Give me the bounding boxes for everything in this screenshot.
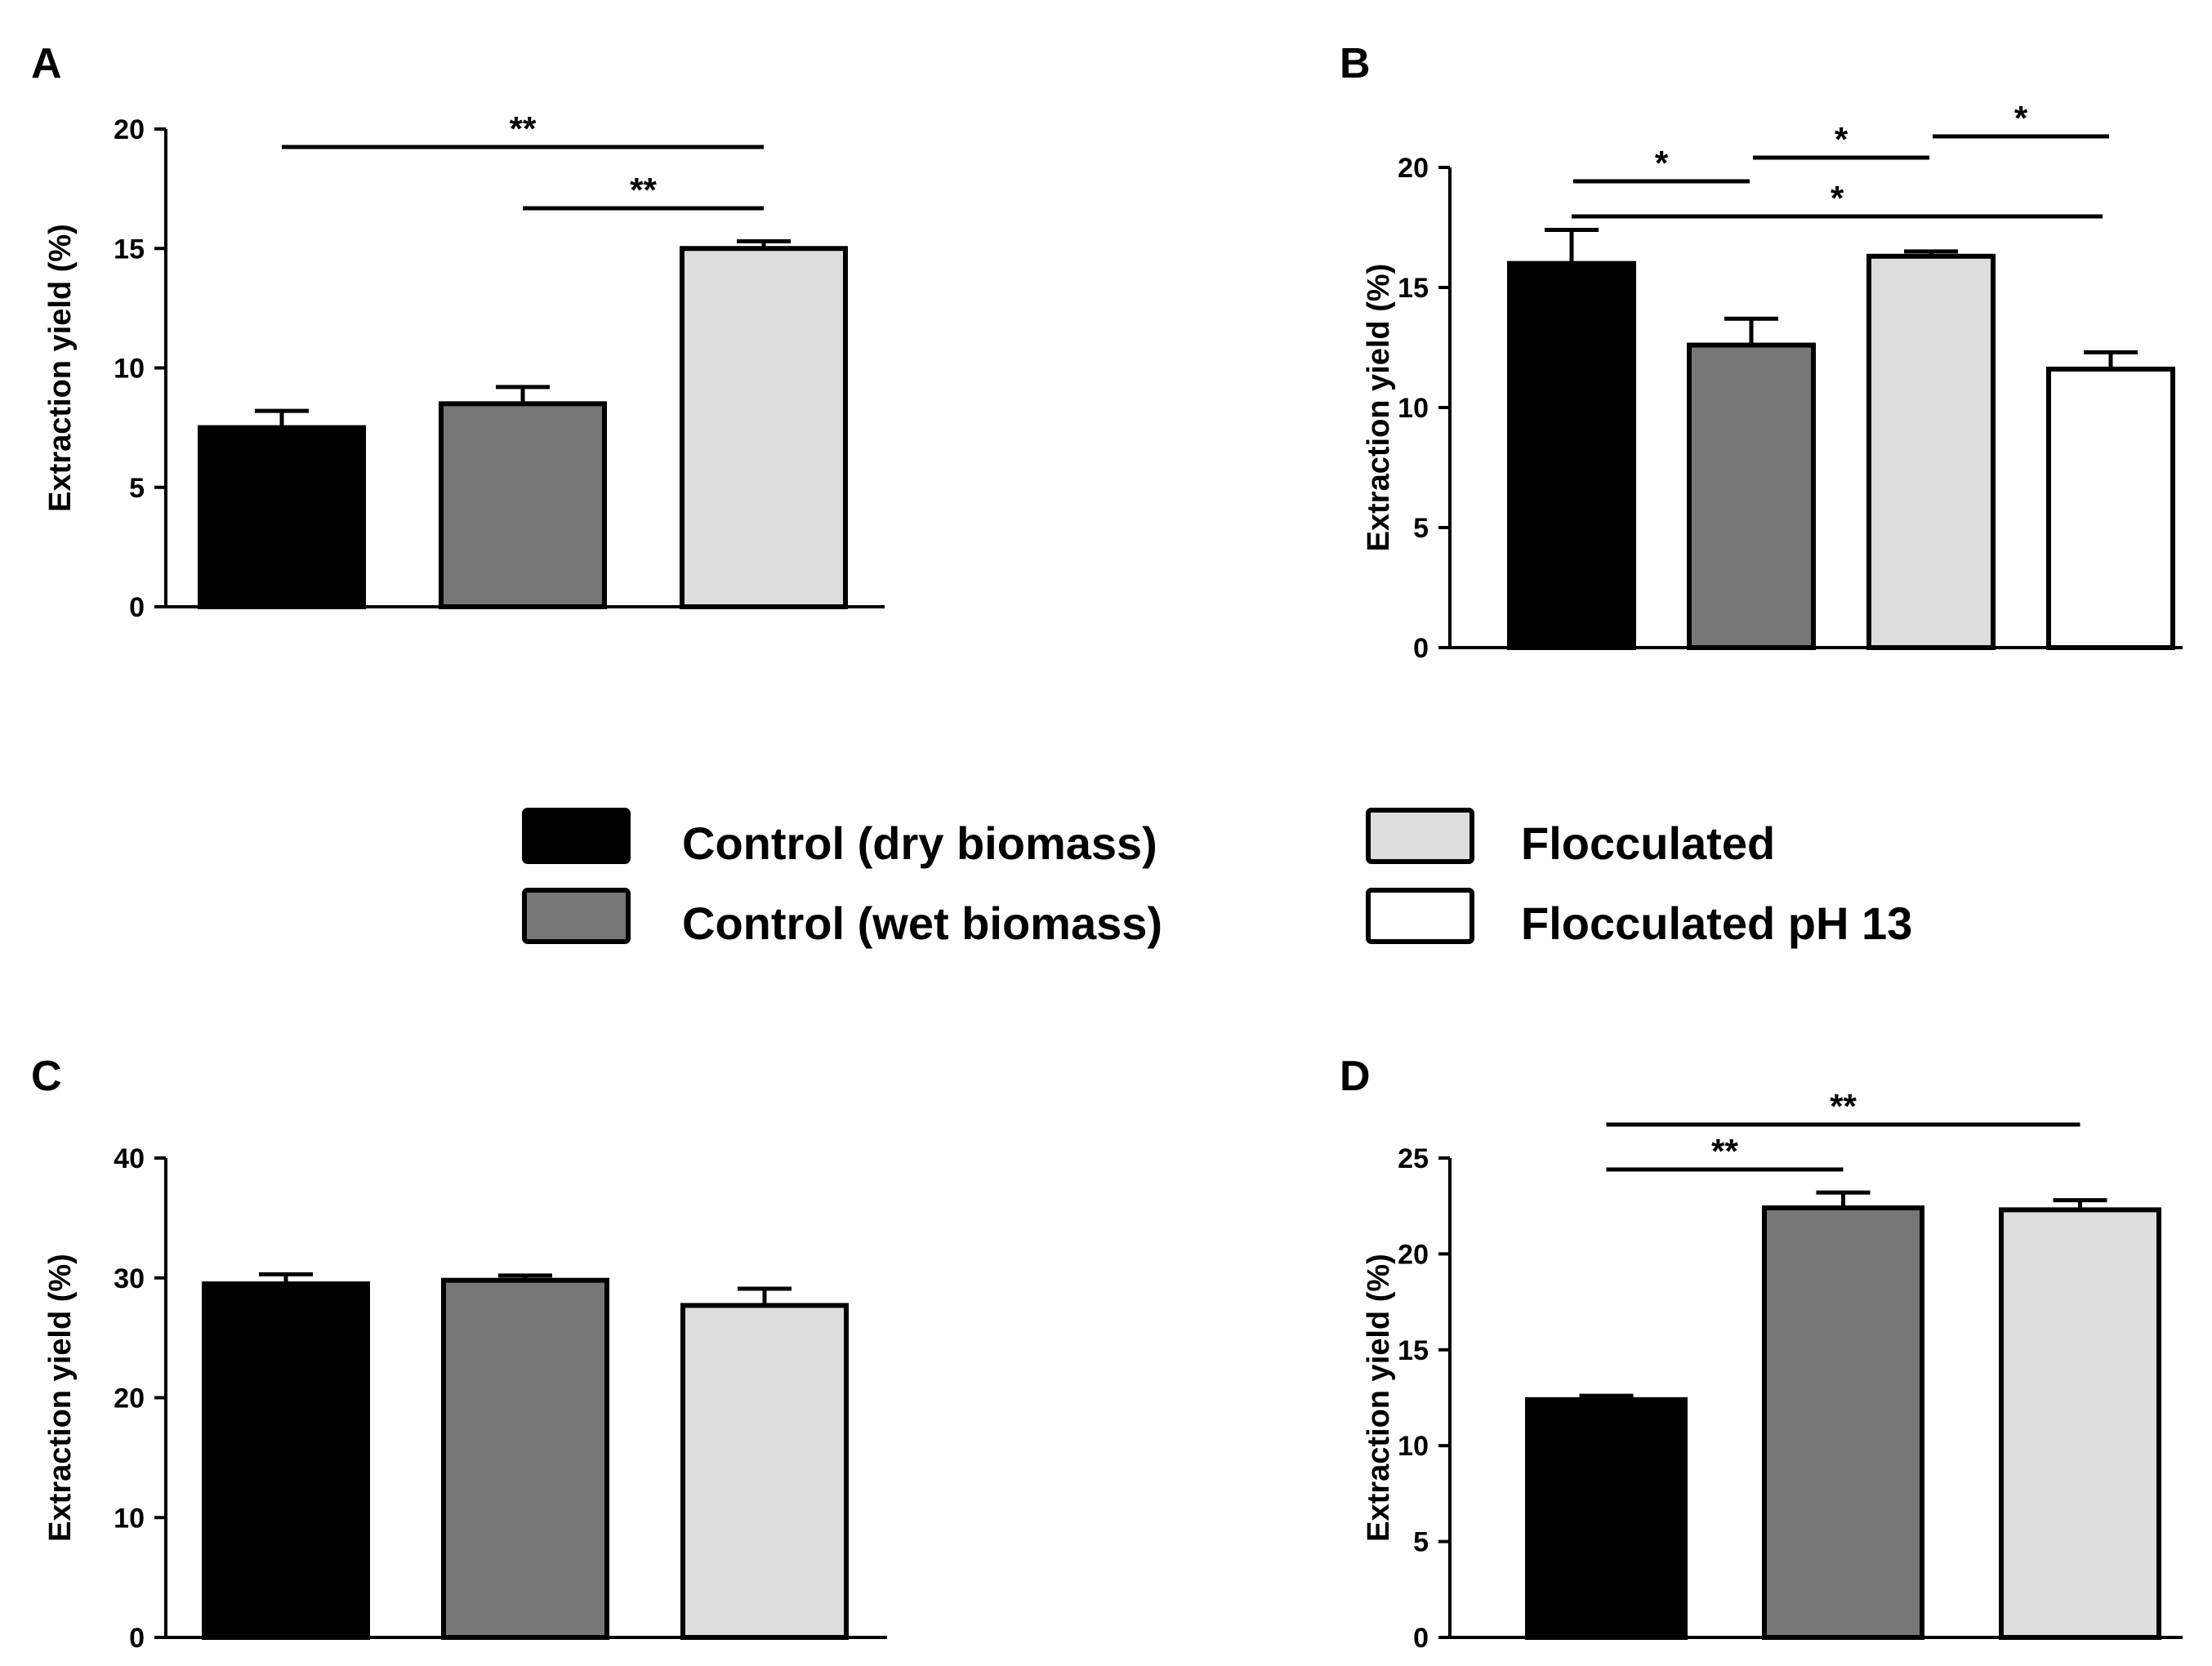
y-axis-title: Extraction yield (%) bbox=[43, 1254, 78, 1542]
bar-3 bbox=[1866, 253, 1996, 650]
y-tick-label: 5 bbox=[129, 473, 145, 504]
significance-label: ** bbox=[510, 109, 537, 148]
y-tick-label: 20 bbox=[1398, 153, 1429, 184]
y-tick-label: 40 bbox=[114, 1143, 145, 1174]
y-tick-label: 20 bbox=[1398, 1239, 1429, 1270]
bar-3 bbox=[1999, 1207, 2161, 1640]
y-tick-label: 10 bbox=[1398, 393, 1429, 424]
y-tick-label: 15 bbox=[114, 234, 145, 265]
bar-2 bbox=[1762, 1205, 1924, 1640]
legend-label-2: Control (wet biomass) bbox=[682, 898, 1162, 949]
panel-letter: C bbox=[31, 1053, 62, 1100]
y-tick-label: 5 bbox=[1413, 1527, 1429, 1558]
y-tick-label: 15 bbox=[1398, 1335, 1429, 1366]
significance-label: ** bbox=[630, 171, 657, 209]
panel-letter: D bbox=[1340, 1053, 1371, 1100]
y-tick-label: 0 bbox=[1413, 1623, 1429, 1654]
significance-label: * bbox=[1655, 144, 1669, 182]
legend-label-4: Flocculated pH 13 bbox=[1521, 898, 1912, 949]
y-axis-title: Extraction yield (%) bbox=[1362, 264, 1396, 552]
bar-1 bbox=[202, 1281, 370, 1641]
bar-4 bbox=[2046, 366, 2175, 650]
y-axis-title: Extraction yield (%) bbox=[1362, 1254, 1396, 1542]
panel-b: B Extraction yield (%) 0 5 10 15 20 * * * * bbox=[1340, 40, 2183, 664]
y-tick-label: 0 bbox=[129, 1623, 145, 1654]
y-tick-label: 5 bbox=[1413, 513, 1429, 544]
significance-label: * bbox=[2014, 99, 2028, 137]
bar-1 bbox=[1507, 261, 1636, 650]
legend-label-1: Control (dry biomass) bbox=[682, 817, 1157, 869]
y-axis-title: Extraction yield (%) bbox=[43, 224, 78, 512]
bar-1 bbox=[198, 425, 366, 609]
panel-c: C Extraction yield (%) 0 10 20 30 40 bbox=[31, 1053, 887, 1654]
y-tick-label: 20 bbox=[114, 114, 145, 145]
legend: Control (dry biomass) Control (wet biomas… bbox=[522, 808, 1912, 949]
bar-1 bbox=[1525, 1396, 1688, 1641]
bar-2 bbox=[1687, 342, 1816, 650]
legend-swatch-4 bbox=[1366, 888, 1474, 944]
bar-2 bbox=[441, 1277, 609, 1641]
legend-swatch-2 bbox=[522, 888, 631, 944]
significance-label: * bbox=[1835, 120, 1849, 158]
bar-3 bbox=[680, 246, 848, 609]
panel-d: D Extraction yield (%) 0 5 10 15 20 25 ** ** bbox=[1340, 1053, 2183, 1654]
y-tick-label: 10 bbox=[114, 1503, 145, 1534]
y-tick-label: 10 bbox=[114, 354, 145, 385]
y-tick-label: 0 bbox=[129, 592, 145, 623]
y-tick-label: 25 bbox=[1398, 1143, 1429, 1174]
legend-label-3: Flocculated bbox=[1521, 817, 1775, 869]
significance-label: ** bbox=[1830, 1087, 1857, 1125]
y-tick-label: 20 bbox=[114, 1383, 145, 1414]
panel-letter: B bbox=[1340, 40, 1371, 87]
panel-letter: A bbox=[31, 40, 62, 87]
panel-a: A Extraction yield (%) 0 5 10 15 20 ** ** bbox=[31, 40, 885, 623]
y-tick-label: 0 bbox=[1413, 633, 1429, 664]
y-tick-label: 10 bbox=[1398, 1431, 1429, 1462]
legend-swatch-3 bbox=[1366, 808, 1474, 864]
legend-swatch-1 bbox=[522, 808, 631, 864]
significance-label: * bbox=[1831, 179, 1844, 217]
bar-3 bbox=[680, 1303, 849, 1640]
bar-2 bbox=[439, 401, 607, 609]
y-tick-label: 15 bbox=[1398, 273, 1429, 304]
significance-label: ** bbox=[1711, 1132, 1738, 1170]
y-tick-label: 30 bbox=[114, 1263, 145, 1294]
